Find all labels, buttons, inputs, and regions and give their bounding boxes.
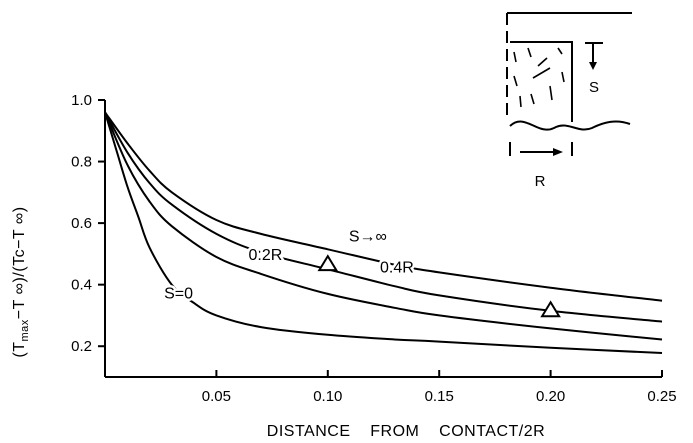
y-tick-label: 0.6: [71, 215, 92, 232]
inset-wavy-interface: [509, 120, 631, 131]
triangle-marker-1: [540, 300, 561, 318]
x-tick-label: 0.10: [313, 388, 342, 405]
x-tick-label: 0.25: [647, 388, 676, 405]
y-tick-label: 1.0: [71, 92, 92, 109]
x-axis-title: DISTANCE FROM CONTACT/2R: [267, 423, 545, 440]
series-label-3: S→∞: [349, 229, 387, 246]
inset-s-label: S: [589, 79, 599, 96]
x-tick-label: 0.05: [202, 388, 231, 405]
series-line-3: [104, 111, 663, 302]
inset-r-arrowhead: [553, 148, 563, 156]
inset-chamber-outline: [510, 41, 573, 122]
y-axis-title: (Tmax−T ∞)/(Tc−T ∞): [11, 206, 31, 357]
inset-crystal-strokes: [513, 47, 565, 108]
plot-layer: 0.2 0.4 0.6 0.8 1.0 0.05 0.10 0.15 0.20 0.25 S=0 0.…: [71, 92, 676, 405]
series-line-1: [104, 111, 663, 341]
series-line-0: [104, 112, 663, 354]
y-axis-title-sub: max: [19, 319, 31, 341]
series-label-1: 0.2R: [249, 247, 283, 264]
series-label-0: S=0: [164, 286, 193, 303]
x-tick-label: 0.15: [425, 388, 454, 405]
y-tick-label: 0.2: [71, 338, 92, 355]
y-tick-label: 0.8: [71, 154, 92, 171]
inset-s-arrowhead: [589, 62, 597, 70]
y-axis-title-lead: (T: [11, 341, 28, 357]
triangle-marker-0: [317, 254, 339, 272]
y-tick-label: 0.4: [71, 277, 92, 294]
series-line-2: [104, 111, 663, 323]
y-axis-title-rest: −T ∞)/(Tc−T ∞): [11, 206, 28, 319]
series-label-2: 0.4R: [380, 259, 414, 276]
inset-r-label: R: [535, 173, 546, 190]
inset-schematic: [506, 12, 632, 156]
x-tick-label: 0.20: [536, 388, 565, 405]
